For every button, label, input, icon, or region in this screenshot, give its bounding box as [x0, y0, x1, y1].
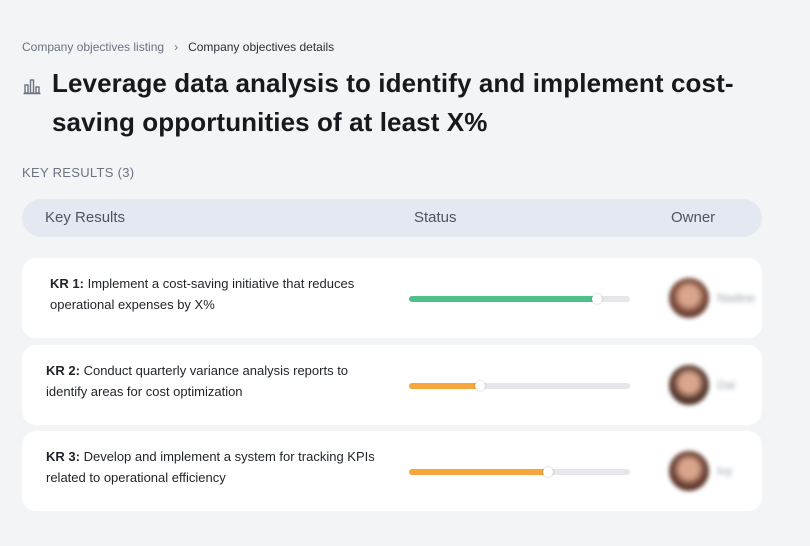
key-result-description: Implement a cost-saving initiative that … [50, 276, 355, 312]
key-result-id: KR 1: [50, 276, 84, 291]
breadcrumb-current: Company objectives details [188, 40, 335, 54]
progress-bar [409, 381, 630, 391]
progress-bar [409, 467, 630, 477]
key-result-id: KR 3: [46, 449, 80, 464]
owner[interactable]: Ivy [669, 451, 732, 491]
title-row: Leverage data analysis to identify and i… [22, 64, 742, 142]
breadcrumb-link-objectives-listing[interactable]: Company objectives listing [22, 40, 165, 54]
column-header-status: Status [414, 209, 457, 226]
key-result-row-3[interactable]: KR 3: Develop and implement a system for… [22, 431, 762, 511]
key-result-id: KR 2: [46, 363, 80, 378]
key-result-description: Develop and implement a system for track… [46, 449, 375, 485]
owner[interactable]: Dai [669, 365, 735, 405]
key-result-text: KR 3: Develop and implement a system for… [46, 446, 386, 488]
owner[interactable]: Nadine [669, 278, 755, 318]
owner-name: Nadine [717, 291, 756, 305]
breadcrumb: Company objectives listing › Company obj… [22, 40, 334, 54]
avatar [669, 451, 709, 491]
page-title: Leverage data analysis to identify and i… [52, 68, 734, 137]
key-result-description: Conduct quarterly variance analysis repo… [46, 363, 349, 399]
key-result-row-1[interactable]: KR 1: Implement a cost-saving initiative… [22, 258, 762, 338]
progress-fill [409, 383, 480, 389]
progress-knob [591, 294, 602, 304]
column-header-owner: Owner [671, 209, 716, 226]
table-header: Key Results Status Owner [22, 199, 762, 237]
owner-name: Ivy [717, 464, 733, 478]
avatar [669, 365, 709, 405]
progress-fill [409, 469, 549, 475]
key-result-text: KR 1: Implement a cost-saving initiative… [50, 273, 390, 315]
progress-bar [409, 294, 630, 304]
key-result-row-2[interactable]: KR 2: Conduct quarterly variance analysi… [22, 345, 762, 425]
progress-knob [474, 381, 485, 391]
owner-name: Dai [717, 378, 736, 392]
key-result-text: KR 2: Conduct quarterly variance analysi… [46, 360, 386, 402]
column-header-key-results: Key Results [45, 209, 126, 226]
progress-fill [409, 296, 597, 302]
bar-chart-icon [23, 79, 41, 95]
avatar [669, 278, 709, 318]
progress-knob [543, 467, 554, 477]
key-results-section-label: KEY RESULTS (3) [22, 165, 135, 180]
breadcrumb-separator: › [174, 40, 179, 54]
